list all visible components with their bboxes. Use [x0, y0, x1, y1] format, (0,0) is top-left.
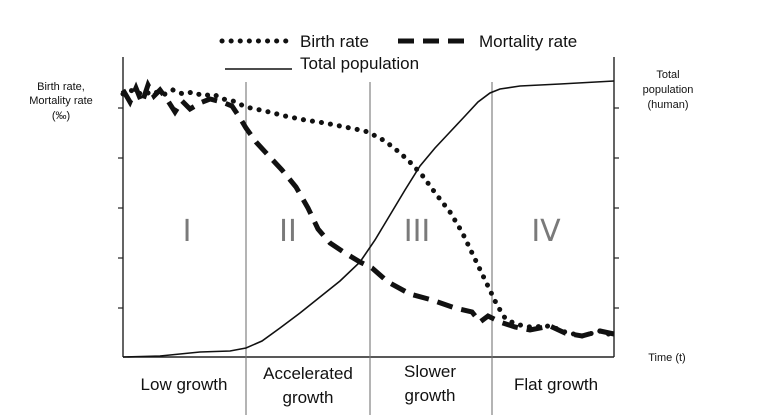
right-axis-label-line-1: Total: [656, 69, 679, 81]
axes: [122, 57, 615, 358]
legend-birth-rate-label: Birth rate: [300, 32, 369, 51]
right-axis-label-line-2: population: [643, 84, 694, 96]
mortality-rate-curve: [120, 78, 615, 339]
phase-numeral-3: III: [404, 214, 431, 249]
phase-numerals: I II III IV: [183, 214, 562, 249]
stage-label-low-growth: Low growth: [141, 375, 228, 394]
left-axis-label-line-3: (‰): [52, 110, 70, 122]
left-axis-label-line-2: Mortality rate: [29, 95, 93, 107]
left-axis-ticks: [118, 107, 123, 309]
right-axis-label-line-3: (human): [648, 99, 689, 111]
right-axis-ticks: [614, 107, 619, 309]
birth-rate-curve: [120, 87, 617, 339]
total-population-curve: [122, 80, 615, 358]
left-axis-label-line-1: Birth rate,: [37, 81, 85, 93]
stage-labels: Low growth Accelerated growth Slower gro…: [141, 362, 599, 407]
stage-label-slower-line-1: Slower: [404, 362, 456, 381]
stage-label-slower-line-2: growth: [404, 386, 455, 405]
left-axis-label: Birth rate, Mortality rate (‰): [29, 81, 93, 122]
legend: Birth rate Mortality rate Total populati…: [219, 32, 577, 73]
x-axis-label: Time (t): [648, 352, 685, 364]
right-axis-label: Total population (human): [643, 69, 694, 111]
stage-label-accelerated-line-2: growth: [282, 388, 333, 407]
phase-numeral-1: I: [183, 214, 192, 249]
stage-label-accelerated-line-1: Accelerated: [263, 364, 353, 383]
stage-label-flat-growth: Flat growth: [514, 375, 598, 394]
phase-numeral-2: II: [279, 214, 297, 249]
phase-numeral-4: IV: [531, 214, 561, 249]
legend-total-population-label: Total population: [300, 54, 419, 73]
legend-mortality-rate-label: Mortality rate: [479, 32, 577, 51]
